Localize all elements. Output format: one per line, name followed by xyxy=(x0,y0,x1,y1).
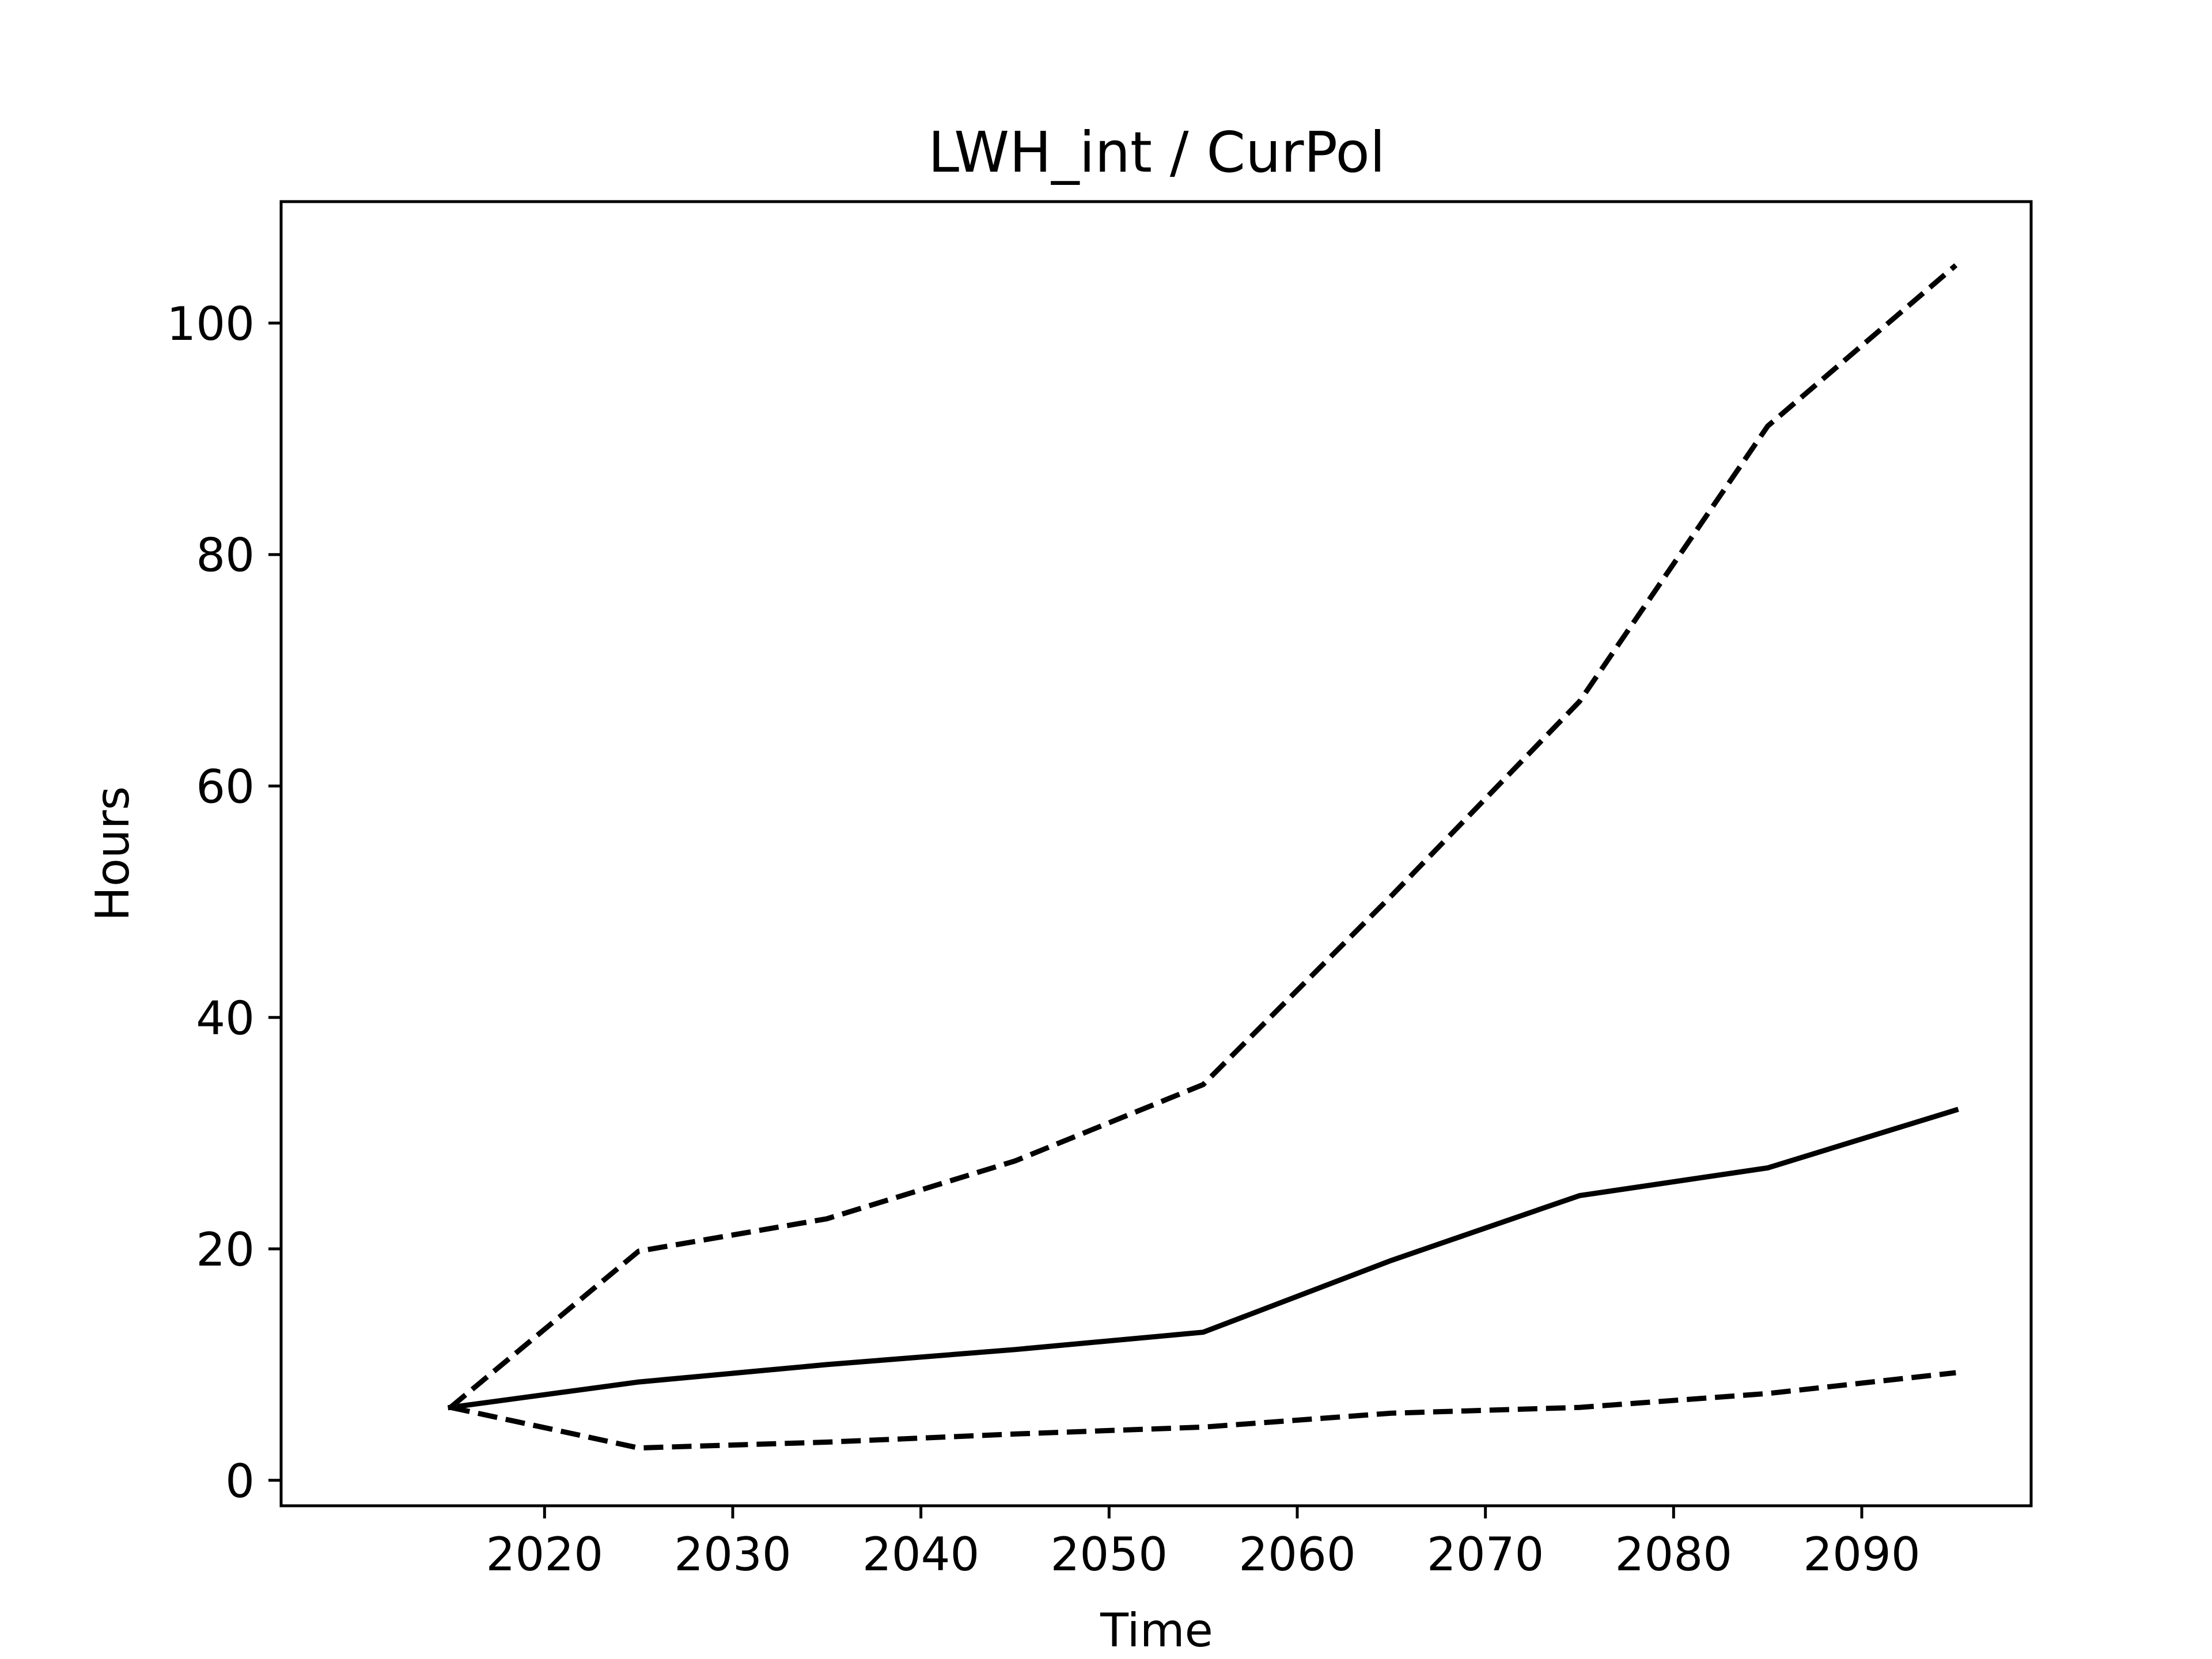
x-tick-label: 2060 xyxy=(1238,1528,1356,1581)
y-tick-label: 0 xyxy=(225,1455,255,1508)
x-axis-ticks: 2020 2030 2040 2050 2060 2070 2080 2090 xyxy=(486,1506,1921,1581)
x-axis-title: Time xyxy=(1100,1604,1213,1657)
y-tick-label: 80 xyxy=(196,529,255,582)
x-tick-label: 2080 xyxy=(1615,1528,1733,1581)
series-line-1-solid xyxy=(447,1107,1959,1411)
y-tick-label: 40 xyxy=(196,991,255,1045)
series-line-2-dashed xyxy=(449,263,1958,1410)
y-tick-label: 100 xyxy=(166,297,255,351)
x-tick-label: 2050 xyxy=(1051,1528,1168,1581)
chart-title: LWH_int / CurPol xyxy=(928,120,1385,185)
x-tick-label: 2040 xyxy=(862,1528,980,1581)
plot-area-frame xyxy=(279,200,2033,1508)
y-tick-label: 20 xyxy=(196,1223,255,1277)
y-tick-label: 60 xyxy=(196,760,255,813)
x-tick-label: 2030 xyxy=(674,1528,791,1581)
series-layer xyxy=(447,263,1959,1451)
x-tick-label: 2020 xyxy=(486,1528,604,1581)
x-tick-label: 2070 xyxy=(1427,1528,1544,1581)
y-axis-ticks: 0 20 40 60 80 100 xyxy=(166,297,281,1508)
series-line-3-dashed xyxy=(450,1370,1956,1451)
x-tick-label: 2090 xyxy=(1803,1528,1921,1581)
y-axis-title: Hours xyxy=(86,786,139,921)
